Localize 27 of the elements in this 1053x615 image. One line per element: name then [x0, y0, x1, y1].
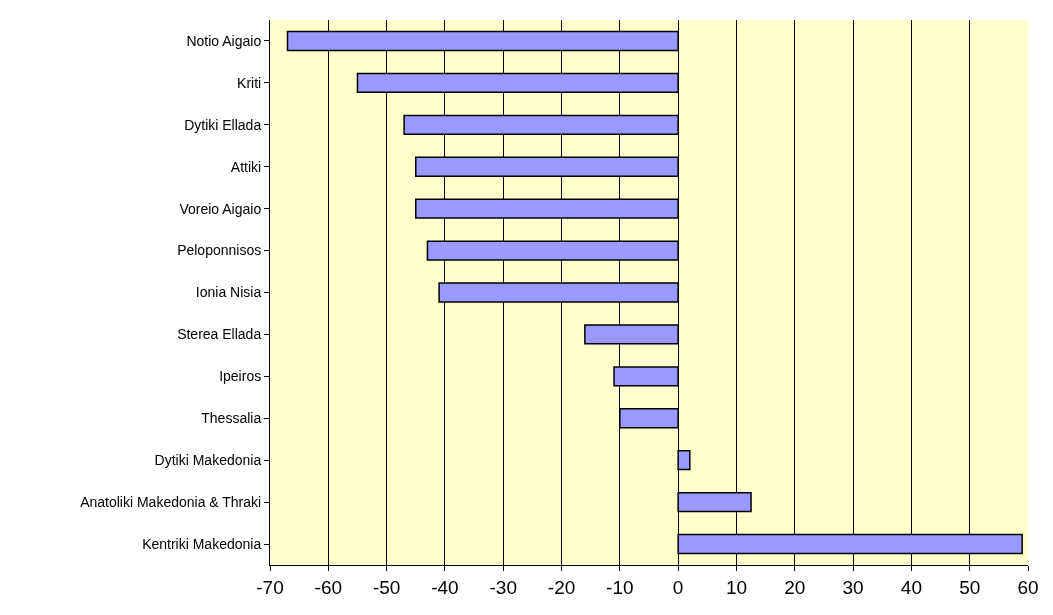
- y-tick-label: Notio Aigaio: [186, 32, 262, 49]
- y-tick-label: Voreio Aigaio: [179, 200, 262, 217]
- x-tick-label: 50: [959, 576, 981, 598]
- y-tick-label: Dytiki Ellada: [184, 116, 262, 133]
- x-tick-label: 40: [900, 576, 922, 598]
- x-tick-label: 0: [672, 576, 684, 598]
- y-tick-label: Ionia Nisia: [195, 284, 262, 301]
- x-tick-label: -20: [547, 576, 576, 598]
- y-tick-label: Attiki: [230, 158, 262, 175]
- x-tick-label: -50: [372, 576, 401, 598]
- x-tick-label: -40: [431, 576, 459, 598]
- x-tick-label: -70: [256, 576, 284, 598]
- y-tick-label: Peloponnisos: [177, 242, 262, 259]
- y-tick-label: Kriti: [237, 74, 262, 91]
- y-tick-label: Anatoliki Makedonia & Thraki: [80, 494, 262, 511]
- y-tick-label: Sterea Ellada: [177, 326, 262, 343]
- x-tick-label: 20: [784, 576, 806, 598]
- x-tick-label: 30: [842, 576, 864, 598]
- x-tick-label: 60: [1017, 576, 1039, 598]
- y-tick-label: Kentriki Makedonia: [142, 535, 262, 552]
- x-tick-label: -10: [606, 576, 634, 598]
- y-tick-label: Ipeiros: [219, 368, 262, 385]
- y-tick-label: Thessalia: [201, 410, 262, 427]
- x-tick-label: -60: [314, 576, 343, 598]
- x-tick-label: -30: [489, 576, 517, 598]
- y-tick-label: Dytiki Makedonia: [154, 452, 262, 469]
- x-tick-label: 10: [725, 576, 748, 598]
